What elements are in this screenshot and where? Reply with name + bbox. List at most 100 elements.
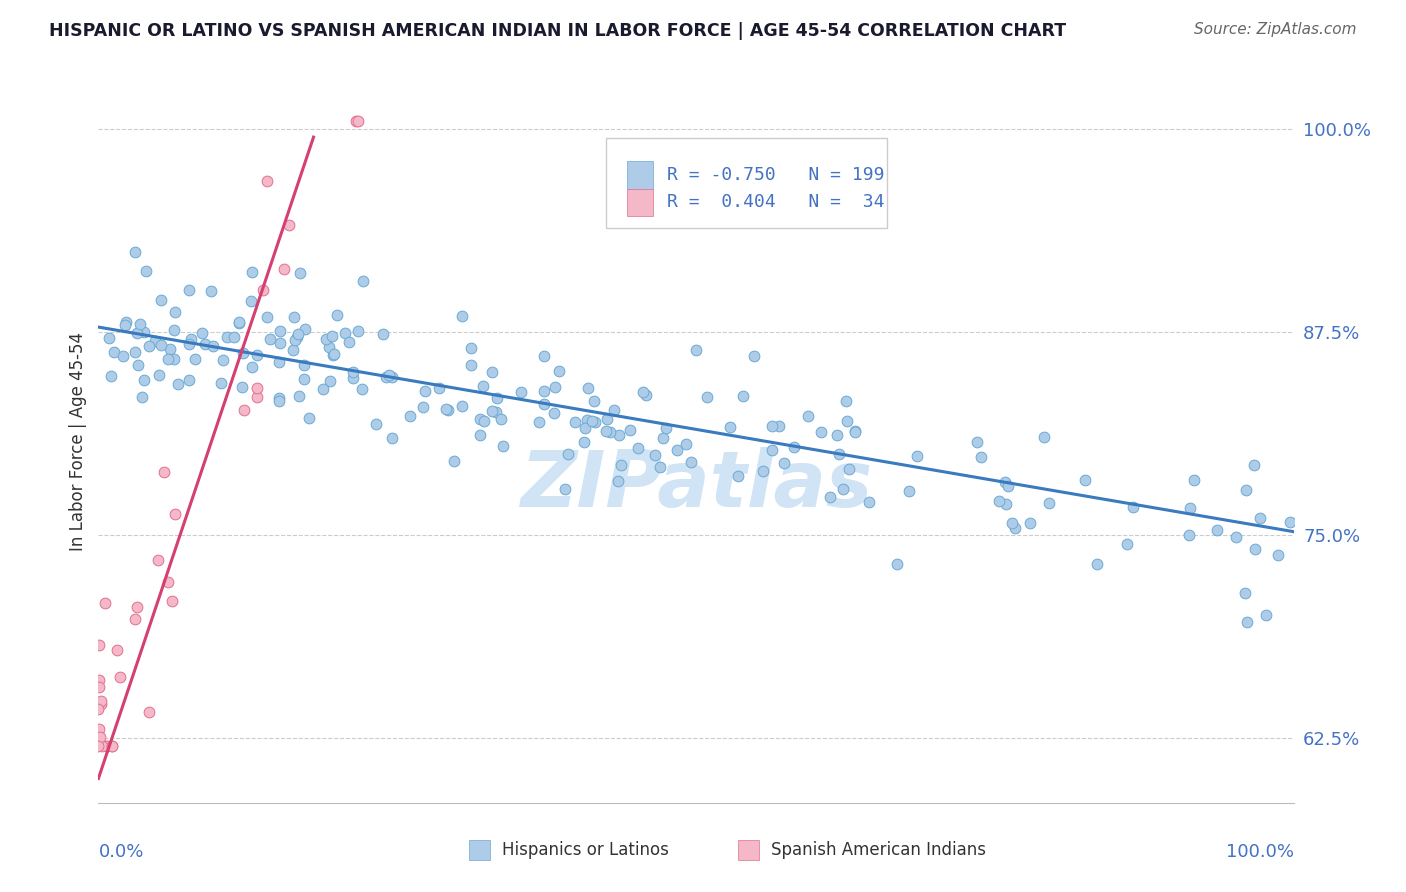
- Point: [581, 414, 603, 428]
- Point: [371, 326, 394, 341]
- Point: [470, 412, 492, 426]
- Point: [217, 330, 239, 344]
- Point: [1256, 607, 1278, 622]
- Point: [342, 371, 364, 385]
- Point: [733, 389, 755, 403]
- Point: [533, 384, 555, 398]
- Text: Spanish American Indians: Spanish American Indians: [772, 841, 986, 859]
- Point: [564, 415, 586, 429]
- Point: [527, 415, 550, 429]
- Point: [1225, 530, 1247, 544]
- Point: [1074, 473, 1097, 487]
- Point: [450, 309, 472, 323]
- Point: [232, 346, 254, 360]
- Point: [202, 339, 225, 353]
- Point: [240, 294, 263, 309]
- Text: R =  0.404   N =  34: R = 0.404 N = 34: [668, 194, 884, 211]
- Point: [149, 293, 172, 307]
- Point: [485, 405, 508, 419]
- Point: [655, 421, 678, 435]
- Point: [443, 453, 465, 467]
- Point: [1001, 516, 1024, 530]
- Point: [288, 389, 311, 403]
- Point: [987, 494, 1010, 508]
- Point: [321, 328, 343, 343]
- Point: [256, 174, 278, 188]
- Point: [1249, 511, 1271, 525]
- Point: [544, 379, 567, 393]
- Point: [269, 325, 291, 339]
- Point: [375, 369, 398, 384]
- Point: [820, 490, 842, 504]
- Point: [228, 315, 250, 329]
- Point: [157, 575, 180, 590]
- Point: [124, 245, 146, 260]
- Point: [101, 739, 124, 753]
- Point: [200, 284, 222, 298]
- Point: [510, 384, 533, 399]
- Point: [366, 417, 388, 431]
- Point: [318, 340, 340, 354]
- Point: [129, 317, 152, 331]
- Point: [322, 348, 344, 362]
- Point: [378, 368, 401, 382]
- Point: [886, 557, 908, 571]
- Point: [468, 428, 491, 442]
- Point: [751, 464, 773, 478]
- Point: [1085, 557, 1108, 571]
- Point: [783, 440, 806, 454]
- Point: [966, 434, 988, 449]
- Point: [727, 469, 749, 483]
- Point: [231, 380, 253, 394]
- Point: [1178, 527, 1201, 541]
- Point: [1116, 537, 1139, 551]
- Point: [87, 739, 110, 753]
- Text: ZIPatlas: ZIPatlas: [520, 447, 872, 523]
- Text: HISPANIC OR LATINO VS SPANISH AMERICAN INDIAN IN LABOR FORCE | AGE 45-54 CORRELA: HISPANIC OR LATINO VS SPANISH AMERICAN I…: [49, 22, 1066, 40]
- Point: [381, 431, 404, 445]
- Point: [969, 450, 991, 465]
- Point: [153, 465, 176, 479]
- Point: [603, 402, 626, 417]
- Point: [1004, 520, 1026, 534]
- Point: [166, 376, 188, 391]
- Point: [1122, 500, 1144, 515]
- Point: [606, 474, 628, 488]
- Point: [1019, 516, 1042, 530]
- Point: [352, 274, 374, 288]
- Bar: [738, 839, 759, 860]
- Point: [89, 730, 111, 744]
- Point: [346, 114, 368, 128]
- Point: [768, 419, 790, 434]
- Text: R = -0.750   N = 199: R = -0.750 N = 199: [668, 166, 884, 184]
- Point: [312, 382, 335, 396]
- Point: [246, 381, 269, 395]
- Point: [163, 323, 186, 337]
- Point: [232, 403, 254, 417]
- Point: [583, 415, 606, 429]
- Point: [138, 339, 160, 353]
- Point: [835, 394, 858, 409]
- Point: [96, 739, 118, 753]
- Point: [194, 336, 217, 351]
- Point: [108, 670, 131, 684]
- Point: [1182, 473, 1205, 487]
- Point: [325, 308, 347, 322]
- Point: [481, 404, 503, 418]
- Point: [599, 425, 621, 439]
- Point: [650, 459, 672, 474]
- Point: [267, 391, 290, 405]
- Point: [761, 418, 783, 433]
- Point: [87, 722, 110, 736]
- Point: [486, 392, 509, 406]
- Point: [344, 114, 367, 128]
- Point: [134, 326, 156, 340]
- Point: [184, 352, 207, 367]
- Point: [481, 365, 503, 379]
- Point: [132, 373, 155, 387]
- Point: [222, 330, 245, 344]
- Point: [451, 400, 474, 414]
- Point: [90, 739, 112, 753]
- Point: [252, 283, 274, 297]
- Point: [761, 442, 783, 457]
